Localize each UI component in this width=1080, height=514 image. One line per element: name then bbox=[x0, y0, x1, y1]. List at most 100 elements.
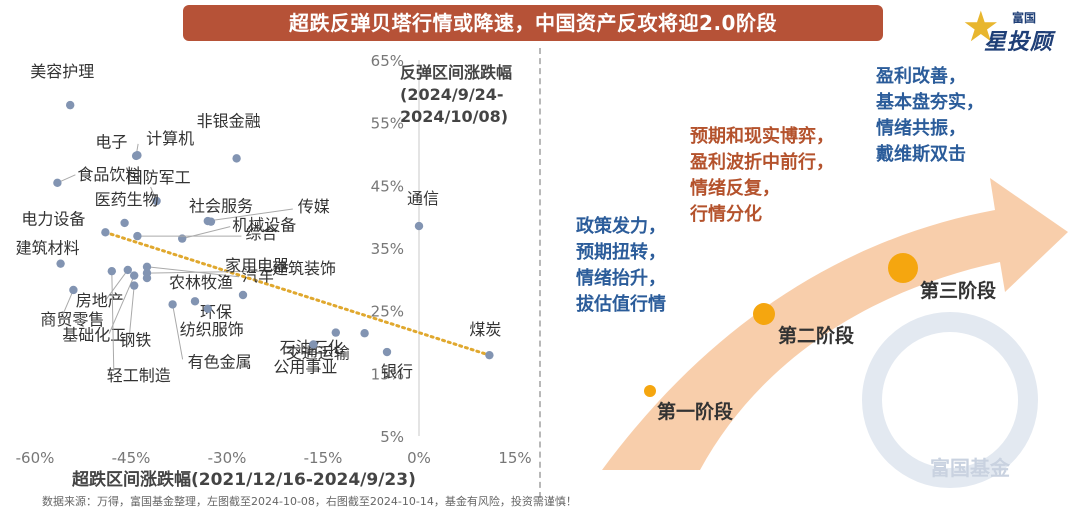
data-point-label: 商贸零售 bbox=[40, 310, 104, 329]
data-point bbox=[53, 178, 62, 188]
data-point bbox=[133, 151, 142, 160]
data-point-label: 机械设备 bbox=[232, 216, 296, 235]
fuguo-logo: ★ 富国 星投顾 bbox=[962, 2, 1072, 56]
data-point-label: 计算机 bbox=[146, 129, 194, 148]
stage3-line: 戴维斯双击 bbox=[876, 144, 966, 165]
y-tick-label: 5% bbox=[380, 428, 404, 446]
stage3-description: 盈利改善， 基本盘夯实， 情绪共振， 戴维斯双击 bbox=[876, 64, 984, 168]
stage1-line: 预期扭转， bbox=[576, 242, 666, 263]
leader-line bbox=[128, 285, 135, 338]
stage-arrow bbox=[602, 178, 1068, 470]
data-point-label: 综合 bbox=[245, 224, 277, 243]
stage3-dot bbox=[888, 253, 918, 283]
data-point bbox=[107, 266, 117, 276]
y-tick-label: 25% bbox=[371, 303, 404, 321]
stage3-line: 情绪共振， bbox=[876, 118, 966, 139]
y-tick-label: 15% bbox=[371, 365, 404, 383]
stage3-line: 盈利改善， bbox=[876, 66, 966, 87]
data-point bbox=[130, 271, 139, 280]
stage-arrow-diagram bbox=[602, 178, 1068, 488]
data-point bbox=[238, 290, 248, 300]
data-point-label: 美容护理 bbox=[30, 62, 94, 81]
scatter-chart: -60% -45% -30% -15% 0% 15% 5% 15% 25% 35% 45% 55% 65… bbox=[16, 52, 532, 490]
data-point-label: 家用电器 bbox=[225, 256, 289, 275]
y-tick-label: 55% bbox=[371, 115, 404, 133]
data-point bbox=[232, 154, 241, 163]
data-point bbox=[414, 221, 424, 231]
data-point-label: 纺织服饰 bbox=[180, 320, 244, 339]
stage2-line: 行情分化 bbox=[690, 204, 762, 225]
data-point-label: 食品饮料 bbox=[77, 165, 141, 184]
data-point-label: 电力设备 bbox=[21, 209, 85, 228]
y-axis-title: 2024/10/08) bbox=[400, 107, 508, 126]
data-point-label: 传媒 bbox=[298, 197, 330, 216]
y-axis-title: 反弹区间涨跌幅 bbox=[400, 63, 512, 82]
y-tick-label: 45% bbox=[371, 177, 404, 195]
logo-line1: 富国 bbox=[1012, 11, 1037, 25]
data-point-label: 农林牧渔 bbox=[169, 273, 233, 292]
stage1-label: 第一阶段 bbox=[657, 401, 734, 423]
data-point bbox=[331, 328, 340, 337]
y-axis-title: (2024/9/24- bbox=[400, 85, 504, 104]
leader-line bbox=[146, 266, 240, 278]
leader-line bbox=[146, 270, 270, 274]
stage2-label: 第二阶段 bbox=[778, 325, 855, 347]
watermark-text: 富国基金 bbox=[930, 456, 1010, 480]
leader-line bbox=[207, 208, 293, 222]
chart-title: 超跌反弹贝塔行情或降速，中国资产反攻将迎2.0阶段 bbox=[183, 5, 883, 41]
data-point-label: 非银金融 bbox=[197, 111, 261, 130]
logo-line2: 星投顾 bbox=[984, 30, 1054, 55]
data-point bbox=[69, 285, 78, 295]
data-point bbox=[206, 217, 216, 226]
data-point-label: 钢铁 bbox=[119, 331, 151, 350]
data-point bbox=[66, 100, 75, 110]
stage2-line: 情绪反复， bbox=[690, 178, 780, 199]
x-axis-title: 超跌区间涨跌幅(2021/12/16-2024/9/23) bbox=[72, 469, 416, 490]
data-point-label: 汽车 bbox=[242, 266, 274, 285]
data-point-label: 煤炭 bbox=[469, 320, 501, 339]
panel-divider bbox=[539, 48, 541, 498]
stage1-line: 情绪抬升， bbox=[576, 268, 666, 289]
data-point bbox=[360, 329, 369, 338]
data-point bbox=[133, 231, 142, 241]
data-point bbox=[123, 265, 132, 275]
data-point-label: 国防军工 bbox=[127, 168, 191, 187]
stage2-dot bbox=[753, 303, 775, 325]
data-point-label: 房地产 bbox=[76, 291, 124, 310]
data-point bbox=[142, 262, 152, 271]
data-point bbox=[190, 297, 200, 306]
leader-line bbox=[60, 289, 74, 319]
x-tick-label: -30% bbox=[208, 449, 247, 467]
data-point bbox=[382, 347, 392, 357]
stage2-description: 预期和现实博弈， 盈利波折中前行， 情绪反复， 行情分化 bbox=[690, 124, 834, 228]
data-point bbox=[130, 281, 139, 290]
stage2-line: 盈利波折中前行， bbox=[690, 152, 834, 173]
footnote: 数据来源：万得，富国基金整理，左图截至2024-10-08，右图截至2024-1… bbox=[42, 495, 577, 508]
data-point-label: 建筑材料 bbox=[16, 239, 80, 258]
data-point-label: 交通运输 bbox=[286, 344, 350, 363]
x-tick-label: -45% bbox=[112, 449, 151, 467]
leader-line bbox=[111, 271, 115, 372]
stage1-dot bbox=[644, 385, 656, 397]
data-point bbox=[152, 196, 161, 206]
data-point-label: 有色金属 bbox=[188, 352, 252, 371]
y-tick-label: 65% bbox=[371, 52, 404, 70]
data-point-label: 建筑装饰 bbox=[272, 259, 336, 278]
star-icon: ★ bbox=[962, 2, 1000, 51]
y-tick-label: 35% bbox=[371, 240, 404, 258]
stage3-line: 基本盘夯实， bbox=[876, 92, 984, 113]
watermark-circle bbox=[862, 312, 1038, 488]
data-point-label: 轻工制造 bbox=[107, 366, 171, 385]
x-tick-label: 0% bbox=[407, 449, 431, 467]
stage1-line: 政策发力， bbox=[576, 216, 666, 237]
data-point-label: 环保 bbox=[200, 302, 232, 321]
x-tick-label: -60% bbox=[16, 449, 55, 467]
stage1-line: 拔估值行情 bbox=[576, 294, 666, 315]
data-point-label: 公用事业 bbox=[273, 358, 337, 377]
data-point bbox=[203, 304, 212, 313]
data-point-label: 通信 bbox=[407, 189, 439, 208]
stage1-description: 政策发力， 预期扭转， 情绪抬升， 拔估值行情 bbox=[576, 214, 666, 318]
data-point bbox=[309, 340, 318, 349]
x-tick-label: 15% bbox=[498, 449, 531, 467]
data-point bbox=[485, 350, 494, 360]
